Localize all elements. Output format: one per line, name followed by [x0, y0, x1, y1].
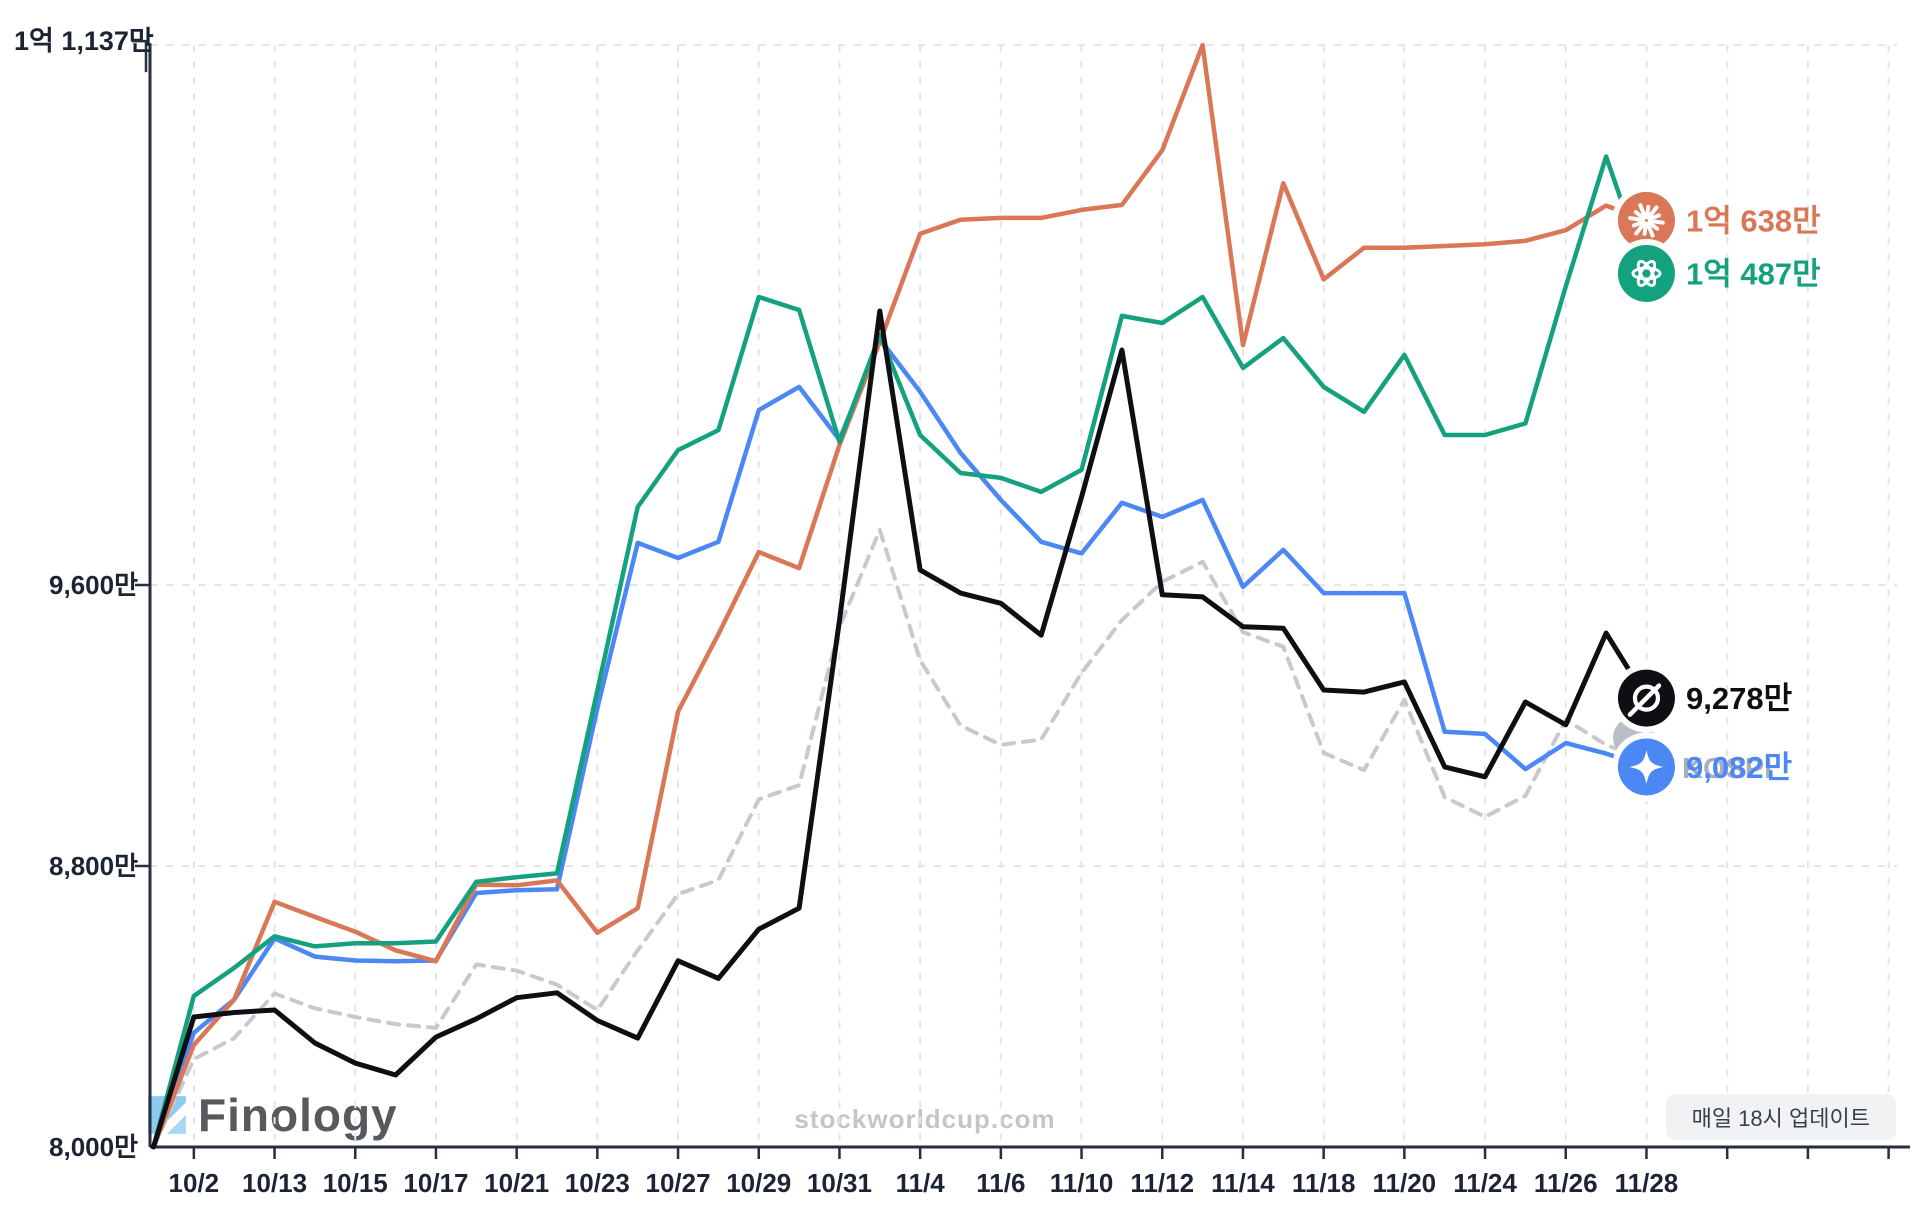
x-tick-label: 11/24 — [1453, 1168, 1517, 1198]
gemini-icon — [1617, 738, 1675, 796]
x-tick-label: 11/26 — [1534, 1168, 1598, 1198]
series-line-grok — [151, 308, 1649, 1150]
y-tick-label: 9,600만 — [49, 570, 138, 600]
x-tick-label: 10/2 — [169, 1168, 220, 1198]
series-line-claude — [151, 42, 1649, 1150]
y-max-connector — [132, 39, 148, 73]
grok-icon — [1617, 669, 1675, 727]
x-tick-label: 10/27 — [646, 1168, 711, 1198]
x-tick-label: 11/6 — [976, 1168, 1025, 1198]
openai-icon — [1617, 244, 1675, 302]
series-end-label-grok: 9,278만 — [1686, 681, 1792, 716]
y-max-label: 1억 1,137만 — [14, 26, 154, 56]
claude-starburst-icon — [1617, 191, 1675, 249]
x-tick-label: 11/10 — [1050, 1168, 1114, 1198]
x-tick-label: 10/29 — [726, 1168, 791, 1198]
x-tick-label: 11/4 — [896, 1168, 946, 1198]
series-line-chatgpt — [151, 154, 1649, 1150]
x-tick-label: 10/13 — [242, 1168, 307, 1198]
x-tick-label: 11/28 — [1615, 1168, 1679, 1198]
x-tick-label: 11/12 — [1130, 1168, 1194, 1198]
x-tick-label: 10/21 — [484, 1168, 549, 1198]
x-tick-label: 10/17 — [403, 1168, 468, 1198]
update-badge: 매일 18시 업데이트 — [1665, 1094, 1896, 1140]
x-tick-label: 10/23 — [565, 1168, 630, 1198]
x-tick-label: 11/20 — [1373, 1168, 1437, 1198]
x-tick-label: 10/31 — [807, 1168, 872, 1198]
series-end-label-gemini: 9,082만 — [1686, 750, 1792, 785]
finology-logo-text: Finology — [198, 1089, 398, 1141]
series-line-gemini — [151, 336, 1649, 1150]
watermark: stockworldcup.com — [794, 1104, 1056, 1134]
y-tick-label: 8,000만 — [49, 1132, 138, 1162]
y-tick-label: 8,800만 — [49, 851, 138, 881]
series-end-label-kospi: KOSPI — [1682, 753, 1772, 785]
series-end-label-chatgpt: 1억 487만 — [1686, 256, 1821, 291]
x-tick-label: 11/14 — [1211, 1168, 1275, 1198]
x-tick-label: 10/15 — [323, 1168, 388, 1198]
series-line-kospi — [151, 527, 1649, 1149]
series-end-label-claude: 1억 638만 — [1686, 203, 1821, 238]
x-tick-label: 11/18 — [1292, 1168, 1356, 1198]
